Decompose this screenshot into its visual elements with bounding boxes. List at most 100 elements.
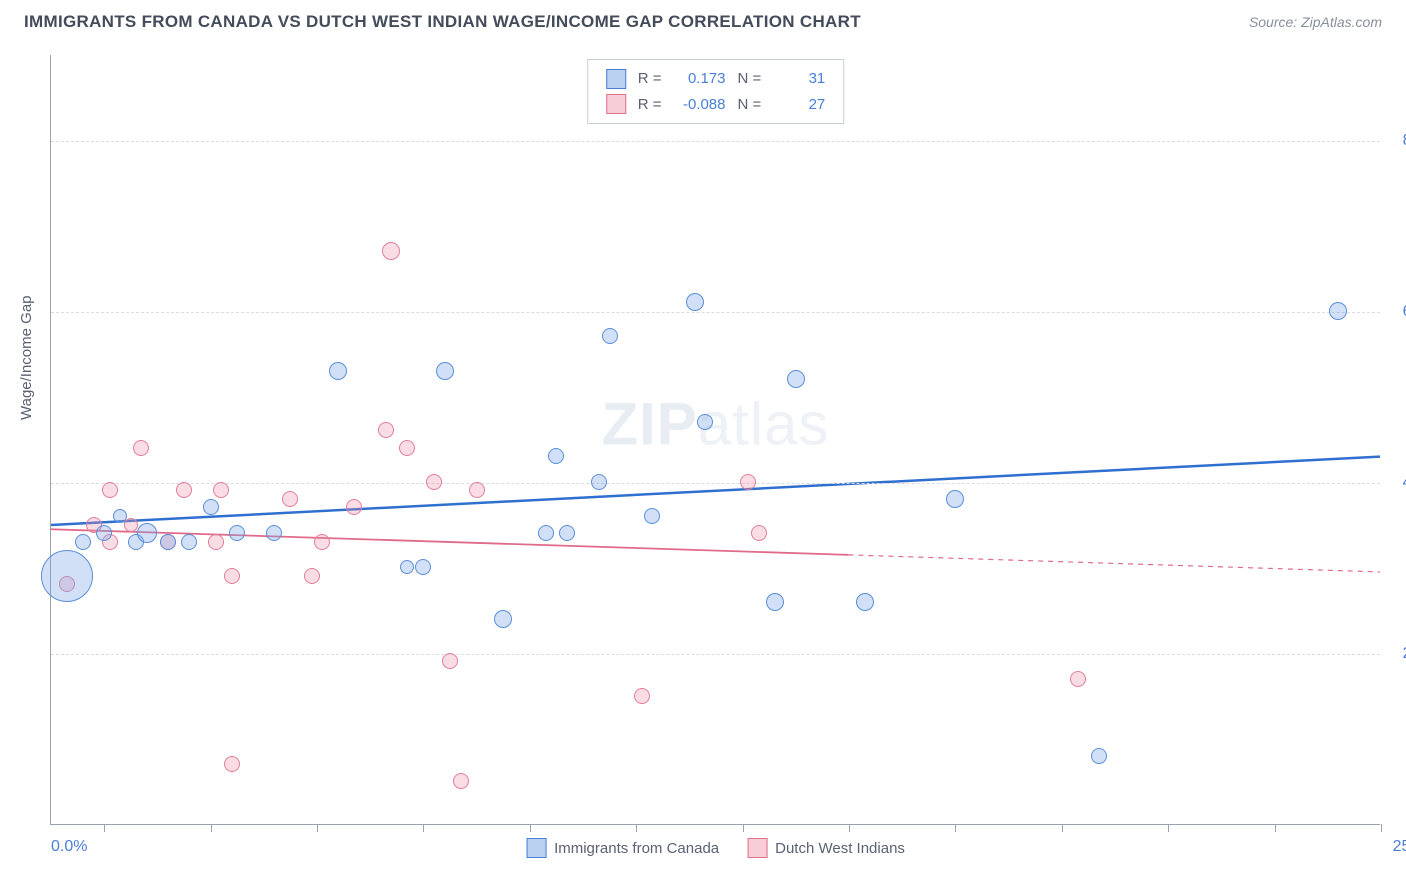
- swatch-pink: [747, 838, 767, 858]
- chart-title: IMMIGRANTS FROM CANADA VS DUTCH WEST IND…: [24, 12, 861, 32]
- data-point-pink: [304, 568, 320, 584]
- y-tick-label: 80.0%: [1403, 132, 1406, 150]
- source-value: ZipAtlas.com: [1301, 14, 1382, 30]
- x-tick: [1168, 824, 1169, 832]
- data-point-blue: [686, 293, 704, 311]
- x-tick: [317, 824, 318, 832]
- y-tick-label: 40.0%: [1403, 474, 1406, 492]
- source-credit: Source: ZipAtlas.com: [1249, 14, 1382, 30]
- swatch-blue: [526, 838, 546, 858]
- stats-row: R = -0.088 N = 27: [606, 92, 826, 118]
- data-point-pink: [751, 525, 767, 541]
- source-label: Source:: [1249, 14, 1297, 30]
- x-tick: [211, 824, 212, 832]
- data-point-blue: [559, 525, 575, 541]
- data-point-pink: [282, 491, 298, 507]
- data-point-blue: [229, 525, 245, 541]
- n-label: N =: [738, 92, 762, 118]
- series-legend: Immigrants from Canada Dutch West Indian…: [526, 838, 905, 858]
- gridline: [51, 141, 1380, 142]
- data-point-pink: [176, 482, 192, 498]
- data-point-blue: [203, 499, 219, 515]
- data-point-blue: [538, 525, 554, 541]
- x-tick: [1381, 824, 1382, 832]
- data-point-blue: [697, 414, 713, 430]
- data-point-blue: [946, 490, 964, 508]
- data-point-blue: [41, 550, 93, 602]
- stats-legend: R = 0.173 N = 31 R = -0.088 N = 27: [587, 59, 845, 124]
- y-tick-label: 20.0%: [1403, 645, 1406, 663]
- scatter-chart: ZIPatlas R = 0.173 N = 31 R = -0.088 N =…: [50, 55, 1380, 825]
- stats-row: R = 0.173 N = 31: [606, 66, 826, 92]
- x-tick: [955, 824, 956, 832]
- watermark: ZIPatlas: [601, 390, 829, 459]
- n-value-pink: 27: [773, 92, 825, 118]
- x-tick-min: 0.0%: [51, 838, 87, 856]
- x-tick: [743, 824, 744, 832]
- data-point-pink: [382, 242, 400, 260]
- data-point-pink: [224, 568, 240, 584]
- legend-label-pink: Dutch West Indians: [775, 840, 905, 857]
- n-value-blue: 31: [773, 66, 825, 92]
- data-point-pink: [133, 440, 149, 456]
- data-point-pink: [634, 688, 650, 704]
- data-point-pink: [314, 534, 330, 550]
- data-point-pink: [102, 482, 118, 498]
- data-point-blue: [436, 362, 454, 380]
- r-label: R =: [638, 66, 662, 92]
- data-point-blue: [494, 610, 512, 628]
- r-value-pink: -0.088: [674, 92, 726, 118]
- r-value-blue: 0.173: [674, 66, 726, 92]
- x-tick: [1275, 824, 1276, 832]
- legend-item-blue: Immigrants from Canada: [526, 838, 719, 858]
- y-tick-label: 60.0%: [1403, 303, 1406, 321]
- x-tick: [104, 824, 105, 832]
- gridline: [51, 312, 1380, 313]
- data-point-blue: [137, 523, 157, 543]
- data-point-pink: [378, 422, 394, 438]
- gridline: [51, 654, 1380, 655]
- n-label: N =: [738, 66, 762, 92]
- data-point-pink: [442, 653, 458, 669]
- data-point-blue: [329, 362, 347, 380]
- data-point-pink: [453, 773, 469, 789]
- y-axis-label: Wage/Income Gap: [18, 295, 35, 420]
- x-tick: [849, 824, 850, 832]
- data-point-blue: [766, 593, 784, 611]
- data-point-pink: [1070, 671, 1086, 687]
- swatch-pink: [606, 94, 626, 114]
- gridline: [51, 483, 1380, 484]
- data-point-blue: [75, 534, 91, 550]
- data-point-blue: [400, 560, 414, 574]
- data-point-pink: [469, 482, 485, 498]
- data-point-blue: [602, 328, 618, 344]
- data-point-blue: [856, 593, 874, 611]
- data-point-pink: [224, 756, 240, 772]
- trend-lines: [51, 55, 1380, 824]
- x-tick: [530, 824, 531, 832]
- data-point-blue: [181, 534, 197, 550]
- r-label: R =: [638, 92, 662, 118]
- data-point-blue: [96, 525, 112, 541]
- data-point-blue: [415, 559, 431, 575]
- data-point-pink: [426, 474, 442, 490]
- x-tick: [423, 824, 424, 832]
- data-point-pink: [399, 440, 415, 456]
- data-point-pink: [740, 474, 756, 490]
- data-point-blue: [591, 474, 607, 490]
- legend-item-pink: Dutch West Indians: [747, 838, 905, 858]
- data-point-pink: [208, 534, 224, 550]
- data-point-blue: [548, 448, 564, 464]
- data-point-blue: [160, 534, 176, 550]
- x-tick: [1062, 824, 1063, 832]
- data-point-blue: [113, 509, 127, 523]
- data-point-pink: [346, 499, 362, 515]
- data-point-blue: [787, 370, 805, 388]
- data-point-blue: [266, 525, 282, 541]
- x-tick-max: 25.0%: [1393, 838, 1406, 856]
- data-point-blue: [644, 508, 660, 524]
- data-point-pink: [213, 482, 229, 498]
- swatch-blue: [606, 69, 626, 89]
- legend-label-blue: Immigrants from Canada: [554, 840, 719, 857]
- data-point-blue: [1091, 748, 1107, 764]
